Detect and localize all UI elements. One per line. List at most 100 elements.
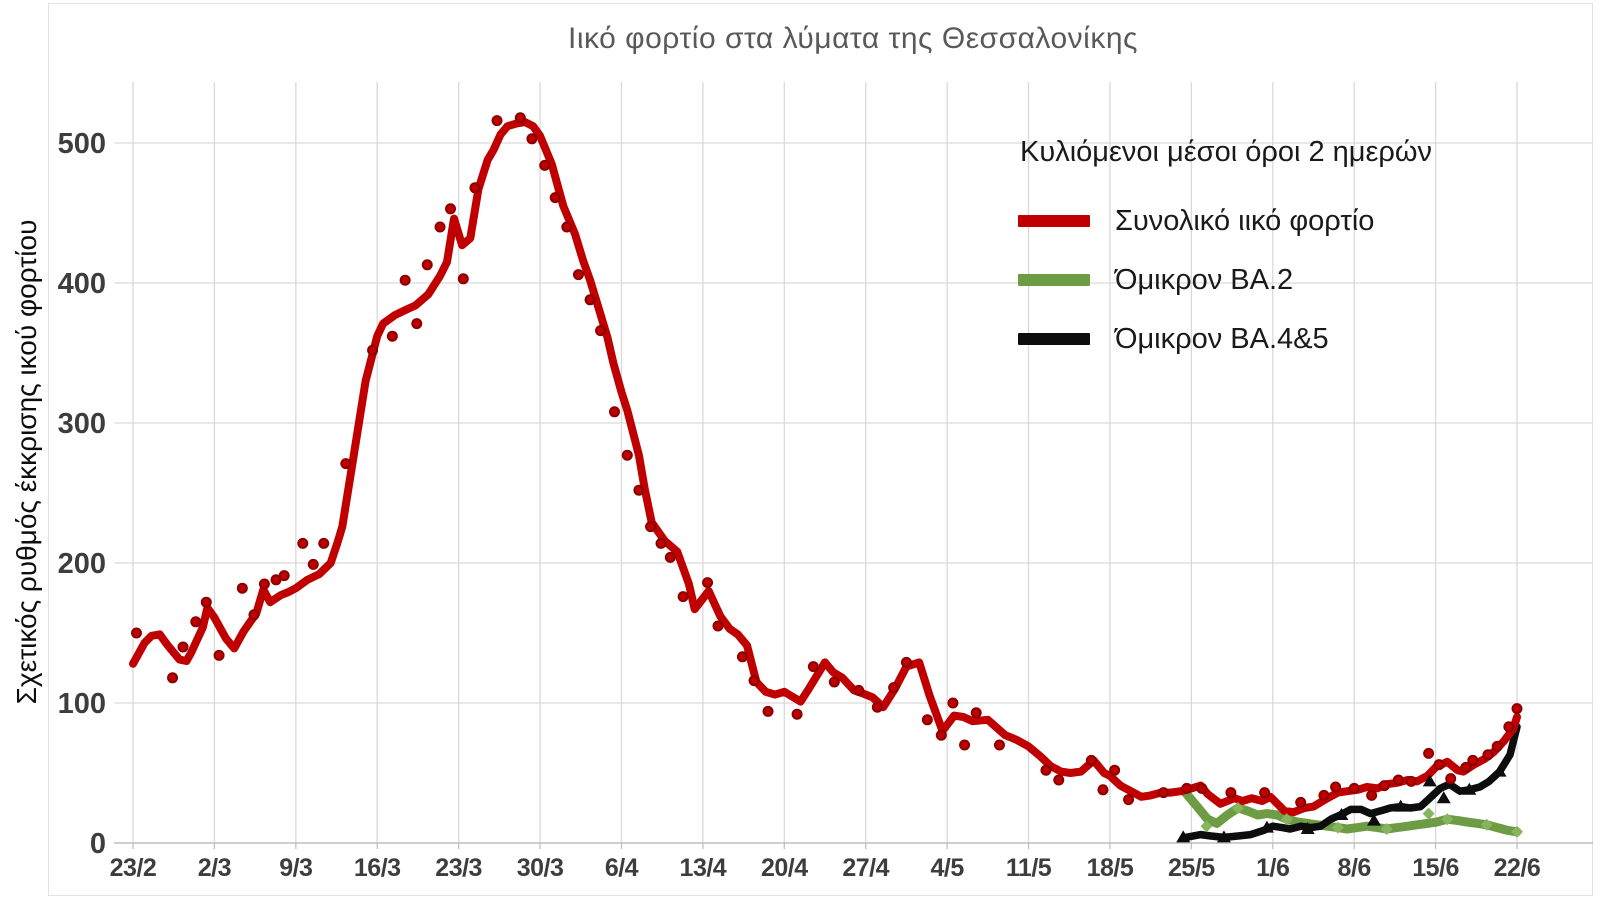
legend-item-total: Συνολικό ιικό φορτίο: [1018, 205, 1432, 237]
legend-title: Κυλιόμενοι μέσοι όροι 2 ημερών: [1020, 136, 1433, 168]
data-point-diamond: [1422, 807, 1435, 820]
data-point-triangle: [1300, 822, 1315, 834]
data-point-circle: [1259, 787, 1271, 799]
data-point-circle: [1123, 794, 1135, 806]
data-point-diamond: [1480, 818, 1493, 831]
x-tick-label: 1/6: [1256, 854, 1289, 882]
data-point-circle: [993, 739, 1005, 751]
data-point-circle: [921, 714, 933, 726]
data-point-circle: [1040, 764, 1052, 776]
data-point-circle: [664, 551, 676, 563]
data-point-triangle: [1366, 813, 1381, 826]
legend-swatch-ba2-green: [1018, 274, 1090, 286]
data-point-circle: [190, 616, 202, 628]
data-point-circle: [399, 274, 411, 286]
data-point-circle: [871, 701, 883, 713]
data-point-circle: [655, 537, 667, 549]
data-point-circle: [270, 574, 282, 586]
data-point-circle: [595, 325, 607, 337]
x-tick-label: 30/3: [517, 854, 564, 882]
data-point-diamond: [1511, 825, 1524, 838]
chart-title: Ιικό φορτίο στα λύματα της Θεσσαλονίκης: [568, 22, 1138, 55]
data-point-circle: [1157, 787, 1169, 799]
data-point-circle: [1318, 789, 1330, 801]
data-point-circle: [1503, 721, 1515, 733]
data-point-circle: [1423, 747, 1435, 759]
y-tick-label: 500: [58, 128, 106, 160]
data-point-circle: [736, 651, 748, 663]
data-point-triangle: [1436, 791, 1451, 804]
data-point-circle: [888, 682, 900, 694]
data-point-circle: [702, 577, 714, 589]
data-point-diamond: [1231, 802, 1244, 814]
data-point-circle: [1181, 782, 1193, 794]
data-point-circle: [340, 458, 352, 470]
data-point-circle: [645, 521, 657, 533]
data-point-circle: [213, 649, 225, 661]
data-point-triangle: [1334, 808, 1349, 820]
data-point-circle: [200, 596, 212, 608]
data-point-triangle: [1422, 774, 1437, 787]
y-tick-label: 100: [58, 688, 106, 720]
data-point-circle: [1225, 787, 1237, 799]
x-tick-label: 4/5: [930, 854, 964, 882]
data-point-circle: [677, 591, 689, 603]
data-point-circle: [1097, 784, 1109, 796]
data-point-circle: [1467, 754, 1479, 766]
data-point-circle: [307, 558, 319, 570]
legend: Κυλιόμενοι μέσοι όροι 2 ημερών Συνολικό …: [1018, 136, 1432, 382]
data-point-circle: [1511, 703, 1523, 715]
data-point-circle: [1366, 789, 1378, 801]
data-point-circle: [386, 330, 398, 342]
data-point-circle: [853, 684, 865, 696]
data-point-circle: [367, 344, 379, 356]
data-point-circle: [1433, 759, 1445, 771]
data-point-circle: [236, 582, 248, 594]
data-point-circle: [177, 641, 189, 653]
y-tick-label: 0: [90, 828, 106, 860]
x-tick-label: 23/2: [110, 854, 157, 882]
data-point-circle: [318, 537, 330, 549]
data-point-circle: [434, 221, 446, 233]
data-point-circle: [1085, 754, 1097, 766]
legend-label-ba2: Όμικρον BA.2: [1115, 263, 1294, 296]
x-tick-label: 2/3: [198, 854, 231, 882]
data-point-circle: [278, 570, 290, 582]
y-tick-label: 300: [58, 408, 106, 440]
data-point-triangle: [1462, 782, 1477, 795]
data-point-circle: [947, 697, 959, 709]
x-tick-label: 9/3: [279, 854, 312, 882]
data-point-circle: [762, 705, 774, 717]
data-point-circle: [549, 192, 561, 204]
data-point-circle: [621, 449, 633, 461]
data-point-circle: [828, 676, 840, 688]
x-tick-label: 20/4: [761, 854, 808, 882]
data-point-circle: [584, 294, 596, 306]
data-point-circle: [970, 707, 982, 719]
x-tick-label: 23/3: [435, 854, 482, 882]
data-point-triangle: [1492, 764, 1507, 777]
legend-swatch-total-red: [1018, 215, 1090, 227]
x-tick-label: 18/5: [1087, 854, 1134, 882]
data-point-triangle: [1259, 820, 1274, 833]
data-point-circle: [491, 115, 503, 127]
series-line-ba2: [1181, 788, 1522, 837]
data-point-circle: [421, 259, 433, 271]
data-point-circle: [1378, 780, 1390, 792]
data-point-diamond: [1331, 821, 1344, 834]
data-point-circle: [258, 578, 270, 590]
x-tick-label: 27/4: [842, 854, 889, 882]
data-point-circle: [514, 112, 526, 124]
data-point-circle: [167, 672, 179, 684]
data-point-circle: [959, 739, 971, 751]
data-point-triangle: [1176, 830, 1191, 843]
data-point-circle: [608, 406, 620, 418]
data-point-circle: [748, 675, 760, 687]
data-point-circle: [445, 203, 457, 215]
legend-swatch-ba45-black: [1018, 333, 1090, 345]
data-point-circle: [1109, 764, 1121, 776]
data-point-circle: [900, 656, 912, 668]
data-point-circle: [633, 484, 645, 496]
